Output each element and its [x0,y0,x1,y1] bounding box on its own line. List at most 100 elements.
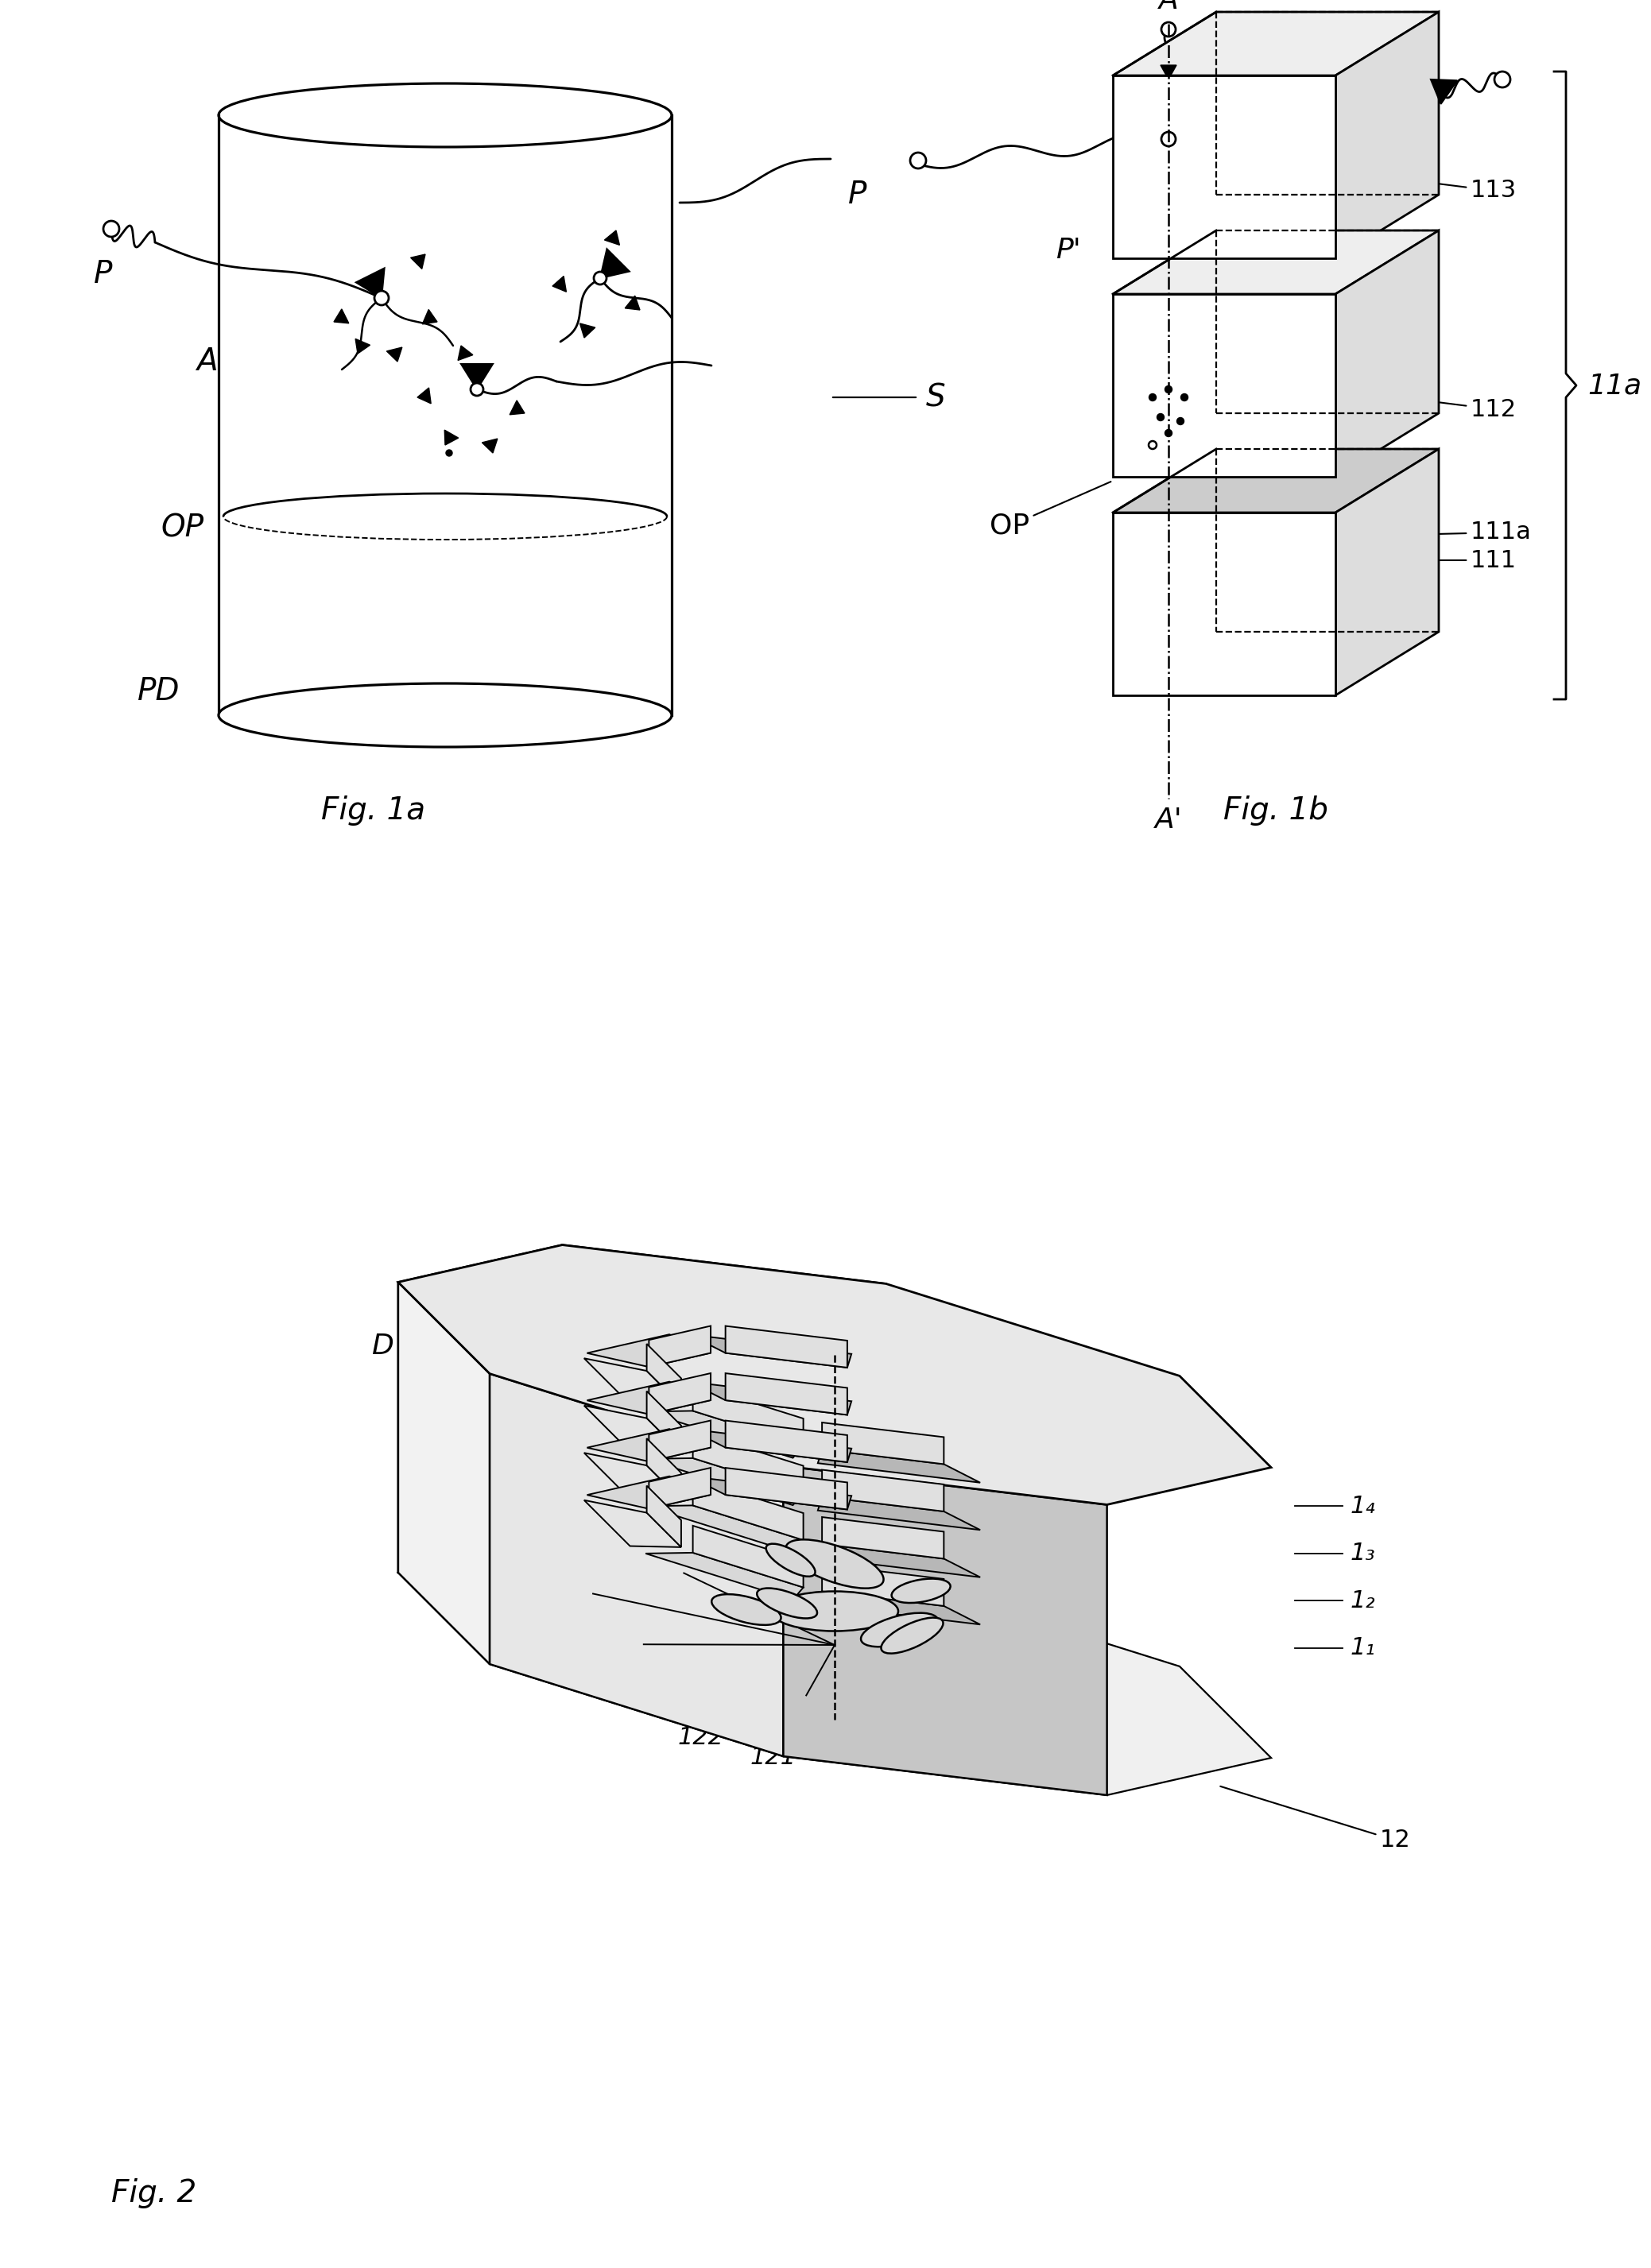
Ellipse shape [860,1613,938,1647]
Text: Fig. 1b: Fig. 1b [1223,796,1327,826]
Polygon shape [693,1479,804,1540]
Ellipse shape [771,1592,898,1631]
Ellipse shape [712,1594,781,1624]
Text: P: P [94,259,112,290]
Polygon shape [1177,415,1189,424]
Polygon shape [646,1411,804,1458]
Polygon shape [646,1506,804,1554]
Polygon shape [1336,231,1438,476]
Text: 122: 122 [677,1726,723,1749]
Polygon shape [688,1476,852,1510]
Ellipse shape [882,1617,943,1653]
Polygon shape [584,1454,682,1499]
Polygon shape [688,1334,852,1368]
Polygon shape [1113,513,1336,696]
Polygon shape [398,1281,490,1665]
Ellipse shape [910,152,926,168]
Ellipse shape [446,449,452,456]
Ellipse shape [471,383,484,395]
Polygon shape [822,1470,944,1510]
Polygon shape [482,438,497,454]
Polygon shape [647,1438,682,1499]
Polygon shape [822,1517,944,1558]
Text: A: A [1159,0,1179,14]
Text: OP: OP [162,513,205,544]
Ellipse shape [1180,395,1189,401]
Polygon shape [1113,449,1438,513]
Ellipse shape [756,1588,817,1619]
Polygon shape [423,308,438,324]
Polygon shape [1336,449,1438,696]
Text: 11a: 11a [1587,372,1641,399]
Ellipse shape [1149,440,1157,449]
Text: S: S [926,383,946,413]
Polygon shape [822,1422,944,1465]
Polygon shape [1336,11,1438,259]
Polygon shape [693,1431,804,1492]
Polygon shape [563,1245,887,1574]
Polygon shape [693,1383,804,1445]
Text: 111: 111 [1342,549,1517,572]
Polygon shape [357,268,385,297]
Polygon shape [1431,79,1458,104]
Polygon shape [553,277,566,293]
Ellipse shape [375,290,388,306]
Polygon shape [1113,75,1336,259]
Polygon shape [649,1467,710,1508]
Polygon shape [1156,354,1180,374]
Polygon shape [626,295,641,311]
Polygon shape [490,1374,783,1755]
Polygon shape [1161,66,1177,79]
Polygon shape [725,1420,847,1463]
Polygon shape [386,347,403,361]
Text: PD: PD [137,676,180,705]
Text: 111a: 111a [1342,522,1532,544]
Polygon shape [604,231,619,245]
Polygon shape [1113,231,1438,295]
Polygon shape [398,1245,563,1572]
Ellipse shape [104,220,119,236]
Polygon shape [355,338,370,354]
Text: Δr: Δr [537,1356,566,1381]
Text: Fig. 2: Fig. 2 [111,2177,196,2209]
Ellipse shape [1161,132,1176,145]
Polygon shape [588,1381,710,1415]
Polygon shape [411,254,426,270]
Polygon shape [1113,11,1438,75]
Text: A': A' [1154,807,1182,835]
Polygon shape [584,1499,682,1547]
Ellipse shape [1166,429,1172,438]
Text: 123: 123 [583,1640,629,1662]
Polygon shape [457,345,472,361]
Polygon shape [461,363,494,390]
Text: 12: 12 [1220,1787,1412,1853]
Text: D: D [371,1334,393,1361]
Text: P': P' [1057,236,1081,263]
Polygon shape [725,1372,847,1415]
Text: 1₁: 1₁ [1351,1637,1375,1660]
Text: B: B [829,1740,847,1765]
Ellipse shape [1166,386,1172,392]
Polygon shape [418,388,431,404]
Polygon shape [817,1449,981,1483]
Polygon shape [584,1406,682,1452]
Ellipse shape [1494,73,1511,88]
Polygon shape [688,1429,852,1463]
Text: A: A [196,347,218,376]
Polygon shape [783,1465,1106,1796]
Polygon shape [646,1554,804,1599]
Polygon shape [601,249,629,279]
Polygon shape [647,1486,682,1547]
Text: P: P [847,179,867,211]
Ellipse shape [1161,23,1176,36]
Text: 1₄: 1₄ [1351,1495,1375,1517]
Polygon shape [647,1390,682,1452]
Polygon shape [649,1420,710,1461]
Polygon shape [817,1497,981,1531]
Polygon shape [693,1526,804,1588]
Polygon shape [822,1565,944,1606]
Ellipse shape [218,683,672,746]
Polygon shape [817,1545,981,1576]
Polygon shape [646,1458,804,1506]
Text: 1₃: 1₃ [1351,1542,1375,1565]
